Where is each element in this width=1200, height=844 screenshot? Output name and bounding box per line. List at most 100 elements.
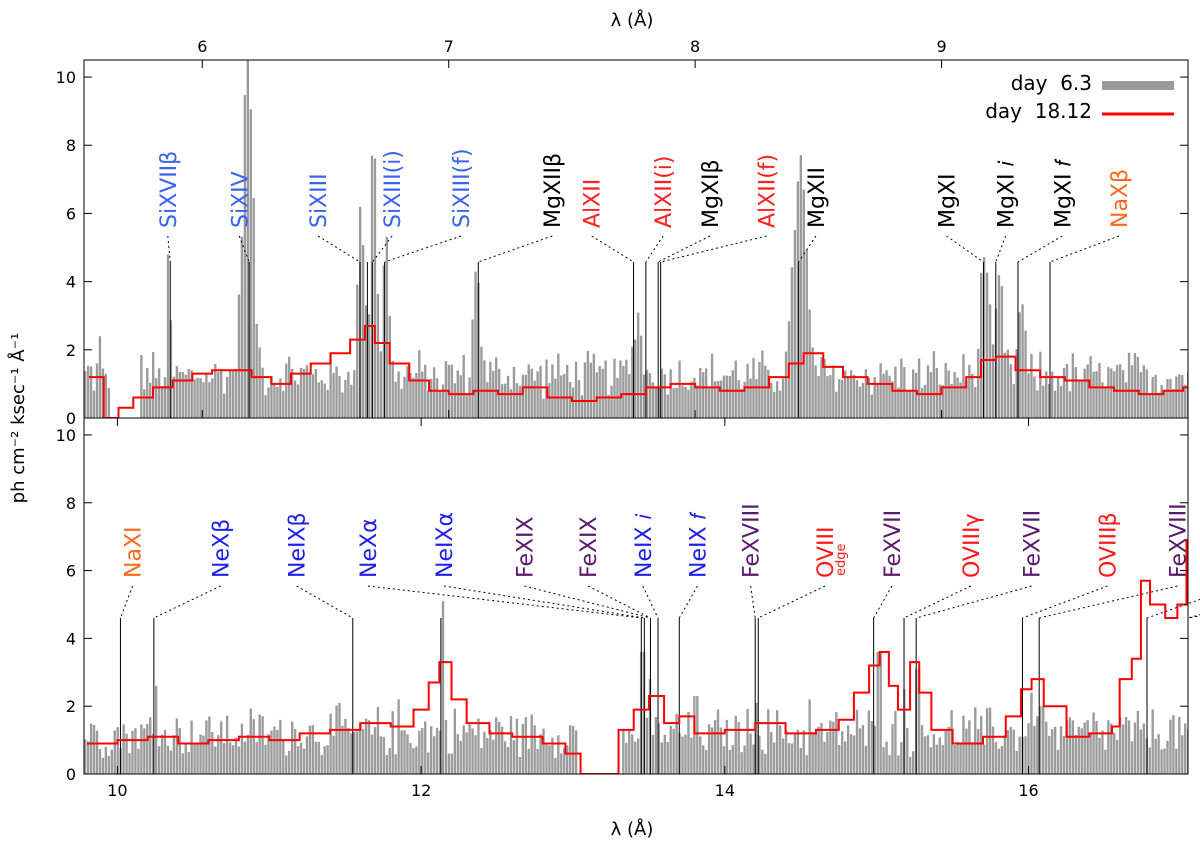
bar-top-day-6-3 — [1000, 286, 1004, 418]
bar-top-day-6-3 — [394, 381, 397, 418]
bar-bottom-day-6-3 — [557, 735, 560, 774]
bar-bottom-day-6-3 — [140, 724, 143, 774]
bar-top-day-6-3 — [1068, 391, 1072, 418]
bar-bottom-day-6-3 — [651, 734, 655, 774]
bar-top-day-6-3 — [799, 155, 802, 418]
bar-top-day-6-3 — [412, 377, 415, 418]
bar-bottom-day-6-3 — [545, 743, 548, 774]
bar-top-day-6-3 — [1178, 374, 1181, 418]
bar-bottom-day-6-3 — [323, 746, 326, 774]
bar-bottom-day-6-3 — [808, 699, 811, 774]
bar-bottom-day-6-3 — [237, 746, 241, 774]
bar-bottom-day-6-3 — [258, 714, 261, 774]
bar-top-day-6-3 — [471, 319, 474, 418]
bar-top-day-6-3 — [530, 368, 533, 418]
bar-bottom-day-6-3 — [636, 738, 640, 774]
bar-bottom-day-6-3 — [1089, 733, 1092, 774]
bar-bottom-day-6-3 — [891, 724, 894, 774]
bar-bottom-day-6-3 — [101, 757, 105, 774]
bar-top-day-6-3 — [814, 365, 817, 418]
bar-top-day-6-3 — [95, 363, 99, 418]
bar-bottom-day-6-3 — [429, 726, 433, 774]
bar-bottom-day-6-3 — [311, 725, 315, 774]
bar-bottom-day-6-3 — [518, 757, 522, 774]
bar-top-day-6-3 — [468, 377, 471, 418]
bar-bottom-day-6-3 — [912, 751, 915, 774]
bar-bottom-day-6-3 — [370, 734, 374, 774]
bar-bottom-day-6-3 — [243, 741, 247, 774]
bar-top-day-6-3 — [731, 370, 734, 418]
bar-top-day-6-3 — [917, 358, 921, 418]
bar-bottom-day-6-3 — [1092, 712, 1095, 774]
line-label-bottom: FeXVII — [881, 510, 906, 578]
bar-top-day-6-3 — [802, 189, 805, 418]
bar-bottom-day-6-3 — [864, 745, 868, 774]
bar-bottom-day-6-3 — [971, 742, 974, 774]
bar-bottom-day-6-3 — [790, 743, 794, 774]
bar-top-day-6-3 — [243, 95, 247, 418]
bar-top-day-6-3 — [1042, 385, 1045, 418]
line-label-bottom: FeXIX — [513, 516, 538, 578]
line-label-top: SiXIII — [307, 173, 332, 228]
line-label-top: SiXIII(i) — [381, 150, 406, 228]
bar-top-day-6-3 — [737, 380, 740, 418]
bar-bottom-day-6-3 — [320, 754, 323, 774]
series-bottom-day-18-12 — [87, 539, 1188, 774]
bar-top-day-6-3 — [341, 392, 344, 418]
leader-line-top — [660, 235, 767, 263]
bar-top-day-6-3 — [267, 387, 270, 418]
bar-bottom-day-6-3 — [645, 717, 649, 774]
bar-bottom-day-6-3 — [663, 734, 666, 774]
bar-bottom-day-6-3 — [743, 745, 746, 774]
bar-top-day-6-3 — [406, 366, 409, 418]
bar-bottom-day-6-3 — [359, 722, 362, 774]
bar-bottom-day-6-3 — [793, 732, 797, 774]
bar-top-day-6-3 — [1175, 376, 1178, 418]
plot-area-bottom — [84, 539, 1188, 774]
bar-top-day-6-3 — [914, 372, 918, 418]
bar-bottom-day-6-3 — [453, 708, 456, 774]
bar-bottom-day-6-3 — [172, 735, 176, 774]
bar-bottom-day-6-3 — [1027, 723, 1030, 774]
bar-bottom-day-6-3 — [669, 725, 672, 774]
leader-line-bottom — [873, 585, 893, 619]
bar-bottom-day-6-3 — [897, 755, 900, 774]
bar-top-day-6-3 — [1033, 376, 1036, 418]
bar-top-day-6-3 — [648, 373, 652, 418]
bar-top-day-6-3 — [291, 369, 294, 418]
bar-bottom-day-6-3 — [838, 744, 841, 774]
bar-top-day-6-3 — [228, 370, 232, 418]
annotations-top: SiXVIIβ SiXIV SiXIII SiXIII(i) SiXIII(f) MgXI… — [157, 148, 1133, 263]
bar-top-day-6-3 — [580, 395, 584, 418]
bar-bottom-day-6-3 — [767, 709, 770, 774]
bar-bottom-day-6-3 — [131, 730, 134, 774]
line-label-top: MgXIIβ — [541, 153, 566, 228]
bar-top-day-6-3 — [808, 309, 811, 418]
bar-top-day-6-3 — [909, 391, 912, 418]
bar-bottom-day-6-3 — [802, 730, 805, 774]
bar-bottom-day-6-3 — [104, 746, 108, 774]
bar-top-day-6-3 — [568, 382, 572, 418]
bar-bottom-day-6-3 — [784, 730, 788, 774]
bar-top-day-6-3 — [654, 386, 658, 418]
bar-bottom-day-6-3 — [746, 708, 749, 774]
bar-top-day-6-3 — [829, 375, 832, 418]
bar-top-day-6-3 — [796, 181, 800, 418]
bar-bottom-day-6-3 — [1071, 720, 1075, 774]
bar-bottom-day-6-3 — [432, 736, 436, 774]
bar-bottom-day-6-3 — [1012, 729, 1015, 774]
bar-bottom-day-6-3 — [820, 722, 823, 774]
bar-top-day-6-3 — [968, 365, 971, 418]
bar-top-day-6-3 — [1071, 353, 1075, 418]
y-tick-label-bottom: 4 — [66, 629, 76, 648]
bar-bottom-day-6-3 — [474, 735, 477, 774]
legend-swatch-day-6-3 — [1102, 81, 1174, 90]
bar-bottom-day-6-3 — [341, 725, 344, 774]
bar-bottom-day-6-3 — [160, 734, 164, 774]
bar-bottom-day-6-3 — [361, 729, 365, 774]
line-label-top: MgXII — [805, 167, 830, 228]
bar-top-day-6-3 — [409, 373, 412, 418]
series-bottom-day-6-3 — [84, 601, 1188, 774]
bar-bottom-day-6-3 — [107, 755, 111, 774]
bar-top-day-6-3 — [518, 385, 522, 418]
